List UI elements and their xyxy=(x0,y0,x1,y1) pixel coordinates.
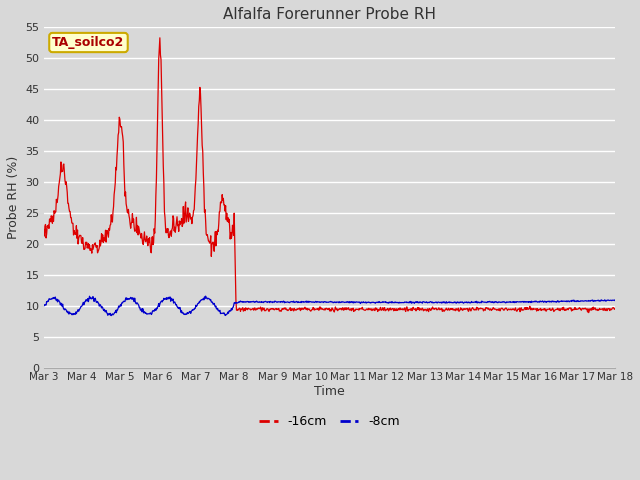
Text: TA_soilco2: TA_soilco2 xyxy=(52,36,125,49)
Legend: -16cm, -8cm: -16cm, -8cm xyxy=(254,410,405,433)
Title: Alfalfa Forerunner Probe RH: Alfalfa Forerunner Probe RH xyxy=(223,7,436,22)
Y-axis label: Probe RH (%): Probe RH (%) xyxy=(7,156,20,240)
X-axis label: Time: Time xyxy=(314,385,345,398)
